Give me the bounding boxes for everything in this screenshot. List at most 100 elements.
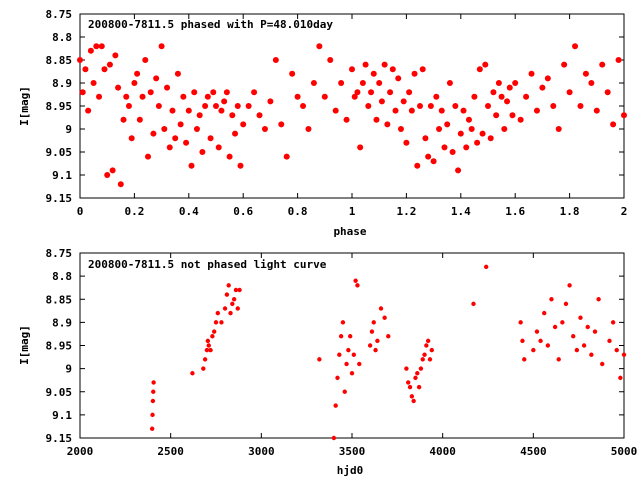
top-data-point bbox=[180, 93, 187, 100]
top-data-point bbox=[349, 66, 355, 73]
bottom-data-point bbox=[411, 398, 416, 404]
top-data-point bbox=[185, 107, 192, 114]
top-x-tick-label: 0.4 bbox=[179, 205, 199, 218]
top-data-point bbox=[300, 103, 307, 109]
bottom-data-point bbox=[335, 375, 340, 381]
bottom-data-point bbox=[429, 347, 434, 353]
top-data-point bbox=[237, 162, 244, 169]
top-y-tick-label: 8.85 bbox=[46, 54, 73, 67]
top-data-point bbox=[109, 167, 116, 174]
top-x-tick-label: 1 bbox=[349, 205, 356, 218]
bottom-x-tick-label: 4000 bbox=[429, 445, 456, 458]
top-data-point bbox=[582, 70, 589, 77]
bottom-data-point bbox=[231, 297, 237, 302]
bottom-data-point bbox=[204, 347, 210, 353]
top-data-point bbox=[463, 144, 470, 151]
top-data-point bbox=[169, 107, 176, 114]
bottom-chart-title: 200800-7811.5 not phased light curve bbox=[88, 258, 327, 271]
top-data-point bbox=[106, 61, 113, 68]
top-data-point bbox=[487, 135, 494, 142]
bottom-y-tick-label: 9 bbox=[65, 363, 72, 376]
top-data-point bbox=[101, 66, 108, 73]
top-data-point bbox=[240, 121, 247, 128]
top-data-point bbox=[422, 135, 429, 142]
bottom-data-point bbox=[237, 287, 242, 293]
top-data-point bbox=[533, 107, 540, 114]
bottom-data-point bbox=[600, 361, 605, 367]
bottom-data-point bbox=[596, 297, 601, 302]
bottom-y-ticks bbox=[80, 252, 624, 439]
bottom-data-point bbox=[202, 357, 208, 362]
top-data-point bbox=[278, 121, 285, 128]
top-data-point bbox=[226, 153, 233, 160]
bottom-data-point bbox=[542, 310, 547, 316]
top-x-tick-label: 2 bbox=[621, 205, 628, 218]
bottom-y-axis-label: I[mag] bbox=[18, 325, 31, 365]
bottom-data-point bbox=[150, 412, 155, 418]
top-data-point bbox=[128, 135, 135, 142]
bottom-data-point bbox=[420, 357, 425, 362]
top-data-point bbox=[561, 61, 568, 68]
top-data-point bbox=[87, 47, 94, 54]
top-data-point bbox=[414, 162, 421, 169]
bottom-data-point bbox=[427, 357, 433, 362]
top-data-point bbox=[485, 103, 491, 109]
bottom-data-point bbox=[208, 347, 213, 353]
top-data-point bbox=[196, 112, 203, 119]
top-data-point bbox=[193, 126, 200, 132]
top-data-point bbox=[588, 80, 595, 86]
bottom-data-point bbox=[534, 329, 540, 334]
top-data-point bbox=[123, 93, 130, 100]
top-data-point bbox=[147, 89, 154, 96]
bottom-data-point bbox=[357, 361, 362, 367]
top-data-point bbox=[544, 75, 551, 82]
top-data-point bbox=[218, 107, 225, 114]
top-data-point bbox=[215, 144, 222, 151]
bottom-x-ticks bbox=[79, 253, 625, 438]
top-data-point bbox=[359, 80, 366, 86]
top-data-point bbox=[204, 93, 211, 100]
top-data-point bbox=[604, 89, 611, 96]
top-data-point bbox=[188, 162, 195, 169]
bottom-y-tick-labels: 8.75 8.8 8.85 8.9 8.95 9 9.05 9.1 9.15 bbox=[46, 247, 73, 445]
bottom-panel: 2000 2500 3000 3500 4000 4500 5000 8.75 8.8 8.85… bbox=[18, 247, 637, 477]
top-data-point bbox=[433, 93, 440, 100]
top-data-point bbox=[384, 121, 391, 128]
top-data-point bbox=[482, 61, 489, 68]
top-x-tick-label: 0 bbox=[77, 205, 84, 218]
top-data-point bbox=[400, 98, 407, 105]
top-data-point bbox=[245, 103, 252, 109]
bottom-data-point bbox=[571, 334, 576, 339]
top-data-point bbox=[465, 116, 472, 123]
top-data-point bbox=[136, 116, 143, 123]
bottom-data-point bbox=[226, 283, 231, 288]
bottom-data-point bbox=[367, 343, 373, 348]
top-data-point bbox=[174, 70, 181, 77]
top-data-point bbox=[512, 80, 519, 86]
top-x-tick-label: 1.4 bbox=[451, 205, 471, 218]
top-data-point bbox=[158, 43, 165, 50]
top-data-point bbox=[343, 116, 350, 123]
bottom-data-point bbox=[340, 320, 346, 325]
bottom-data-point bbox=[344, 361, 349, 367]
bottom-data-point bbox=[386, 334, 391, 339]
top-data-point bbox=[234, 103, 241, 109]
top-data-point bbox=[550, 103, 557, 109]
top-data-point bbox=[202, 103, 209, 109]
bottom-data-point bbox=[382, 315, 387, 320]
bottom-x-tick-label: 3500 bbox=[339, 445, 366, 458]
top-data-point bbox=[501, 126, 508, 132]
top-data-point bbox=[476, 66, 483, 73]
bottom-data-point bbox=[545, 343, 551, 348]
top-data-point bbox=[615, 57, 622, 63]
top-data-point bbox=[120, 116, 127, 123]
bottom-data-point bbox=[235, 306, 240, 311]
top-panel: 0 0.2 0.4 0.6 0.8 1 1.2 1.4 1.6 1.8 2 8.758.88.858… bbox=[18, 8, 627, 238]
top-data-point bbox=[417, 103, 423, 109]
bottom-data-point bbox=[349, 371, 355, 376]
top-x-tick-label: 0.2 bbox=[124, 205, 144, 218]
bottom-y-tick-label: 9.05 bbox=[46, 386, 73, 399]
bottom-data-point bbox=[589, 352, 594, 357]
bottom-y-tick-label: 8.75 bbox=[46, 247, 73, 260]
bottom-y-tick-label: 9.1 bbox=[52, 409, 72, 422]
